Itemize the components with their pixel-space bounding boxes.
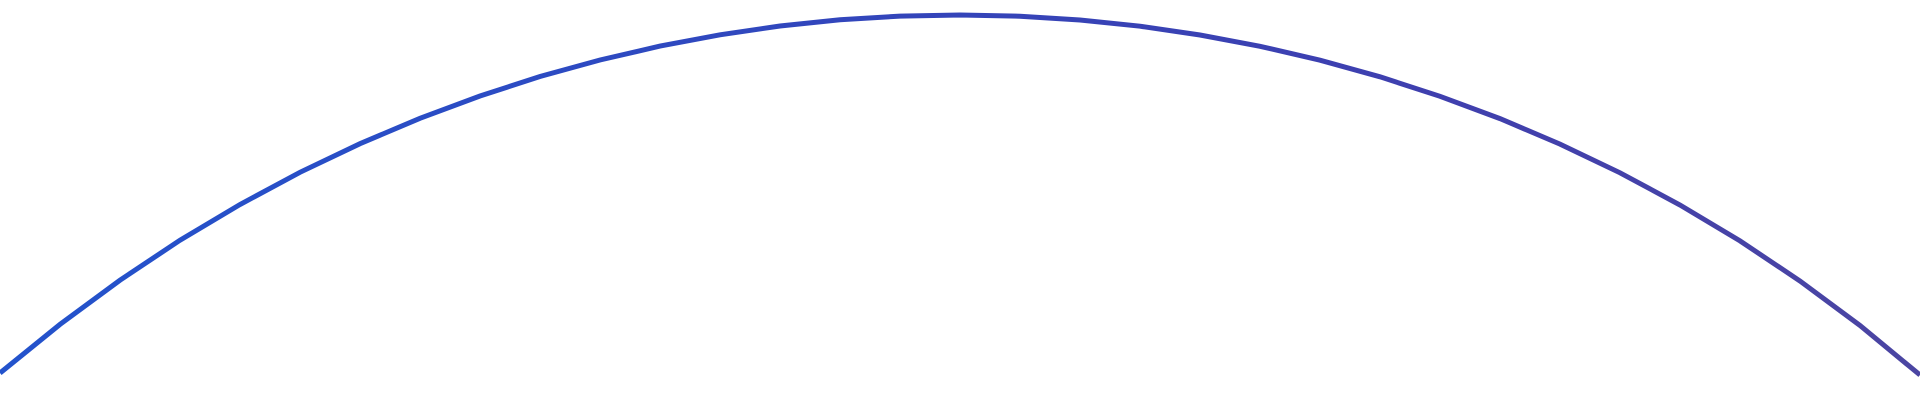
curve-line (0, 12, 1920, 377)
